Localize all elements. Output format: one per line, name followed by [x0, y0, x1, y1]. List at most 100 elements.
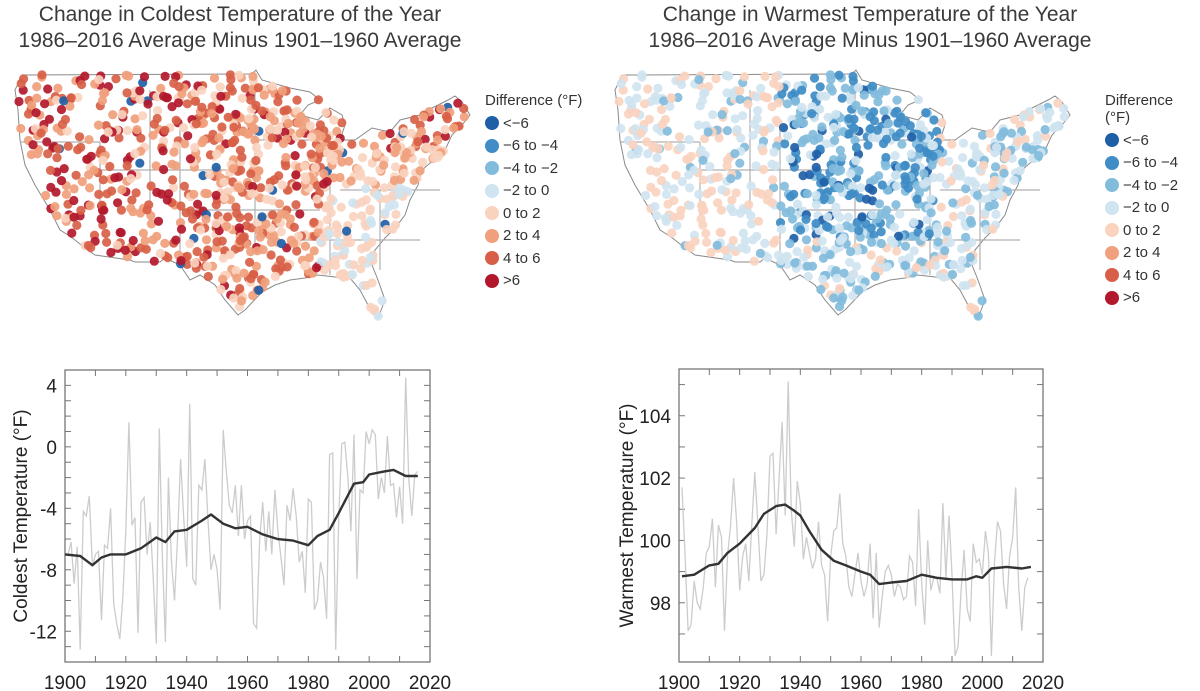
station-dot — [746, 219, 756, 229]
station-dot — [932, 222, 943, 232]
station-dot — [169, 147, 179, 157]
station-dot — [250, 135, 260, 145]
station-dot — [146, 181, 156, 191]
station-dot — [835, 213, 845, 223]
station-dot — [385, 128, 395, 139]
station-dot — [219, 177, 229, 187]
station-dot — [1019, 112, 1029, 122]
station-dot — [321, 108, 331, 118]
station-dot — [793, 199, 803, 209]
legend-item: −2 to 0 — [1105, 197, 1200, 220]
station-dot — [85, 183, 95, 193]
station-dot — [792, 247, 802, 257]
station-dot — [44, 114, 55, 124]
station-dot — [836, 236, 846, 246]
station-dot — [372, 190, 382, 200]
station-dot — [703, 127, 713, 137]
station-dot — [190, 142, 200, 153]
station-dot — [768, 175, 778, 185]
station-dot — [167, 159, 177, 169]
station-dot — [760, 125, 770, 135]
station-dot — [112, 240, 122, 250]
station-dot — [101, 228, 111, 239]
station-dot — [665, 101, 675, 111]
legend-item: 0 to 2 — [1105, 219, 1200, 242]
chart-warmest: 1900 1920 1940 1960 1980 2000 2020 98 100 102 104W… — [617, 368, 1064, 691]
station-dot — [814, 133, 824, 143]
station-dot — [979, 160, 989, 170]
station-dot — [791, 119, 801, 129]
station-dot — [875, 255, 885, 265]
station-dot — [1036, 104, 1046, 114]
station-dot — [756, 83, 766, 93]
y-tick-label: 102 — [639, 469, 671, 490]
station-dot — [928, 151, 938, 161]
station-dot — [275, 255, 285, 265]
station-dot — [778, 123, 789, 133]
station-dot — [149, 119, 159, 129]
station-dot — [189, 189, 199, 199]
station-dot — [937, 118, 947, 128]
station-dot — [158, 146, 168, 156]
station-dot — [207, 109, 217, 119]
station-dot — [246, 247, 256, 257]
station-dot — [851, 261, 861, 271]
station-dot — [837, 93, 847, 103]
station-dot — [106, 247, 116, 258]
station-dot — [93, 120, 104, 130]
station-dot — [276, 227, 286, 237]
station-dot — [218, 274, 228, 284]
station-dot — [818, 274, 828, 284]
station-dot — [148, 130, 158, 140]
station-dot — [643, 149, 653, 159]
station-dot — [746, 181, 756, 191]
station-dot — [418, 157, 428, 167]
station-dot — [857, 106, 867, 116]
station-dot — [392, 143, 402, 153]
station-dot — [211, 200, 221, 210]
station-dot — [785, 154, 796, 164]
station-dot — [413, 137, 423, 147]
station-dot — [358, 153, 368, 163]
station-dot — [864, 183, 874, 193]
station-dot — [877, 180, 887, 190]
station-dot — [650, 202, 660, 212]
station-dot — [282, 262, 292, 272]
station-dot — [916, 131, 926, 141]
station-dot — [399, 168, 409, 178]
station-dot — [293, 118, 303, 128]
station-dot — [307, 132, 317, 142]
station-dot — [305, 121, 315, 131]
station-dot — [239, 268, 249, 278]
station-dot — [857, 212, 867, 222]
station-dot — [932, 229, 942, 239]
station-dot — [83, 240, 93, 251]
station-dot — [728, 235, 738, 246]
station-dot — [1041, 111, 1051, 121]
legend-label: 2 to 4 — [503, 227, 541, 245]
station-dot — [110, 173, 120, 183]
station-dot — [328, 140, 339, 151]
station-dot — [111, 74, 121, 84]
station-dot — [102, 189, 112, 199]
station-dot — [848, 290, 858, 301]
legend-swatch — [1105, 155, 1119, 170]
station-dot — [251, 261, 261, 271]
station-dot — [1009, 175, 1019, 185]
station-dot — [126, 174, 136, 184]
station-dot — [627, 100, 637, 110]
station-dot — [146, 219, 156, 229]
station-dot — [801, 214, 811, 224]
station-dot — [814, 225, 824, 236]
station-dot — [901, 175, 911, 185]
station-dot — [771, 115, 781, 125]
station-dot — [751, 161, 761, 171]
station-dot — [829, 293, 839, 303]
station-dot — [801, 235, 812, 245]
station-dot — [179, 181, 189, 191]
station-dot — [846, 247, 856, 257]
legend-swatch — [485, 138, 499, 153]
station-dot — [736, 243, 746, 253]
station-dot — [645, 165, 656, 175]
station-dot — [217, 236, 227, 246]
